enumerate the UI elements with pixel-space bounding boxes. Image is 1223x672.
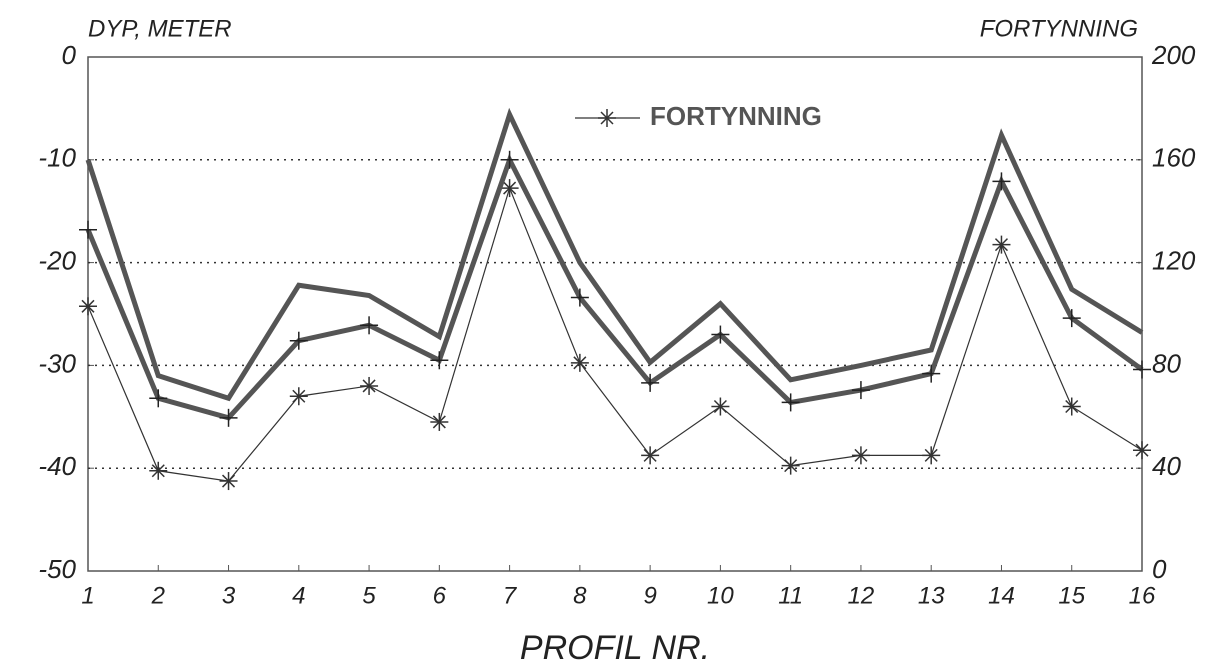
asterisk-marker bbox=[289, 387, 308, 406]
x-tick-label: 10 bbox=[707, 582, 734, 609]
y2-tick-label: 0 bbox=[1152, 554, 1167, 584]
y-tick-label: -10 bbox=[38, 143, 76, 173]
asterisk-marker bbox=[149, 461, 168, 480]
series-line bbox=[85, 153, 1144, 421]
x-tick-label: 12 bbox=[848, 582, 875, 609]
marker-stroke bbox=[784, 459, 798, 473]
asterisk-marker bbox=[79, 297, 97, 316]
plus-marker bbox=[219, 408, 238, 427]
marker-stroke bbox=[503, 181, 517, 195]
x-tick-label: 8 bbox=[573, 582, 587, 609]
marker-stroke bbox=[81, 299, 95, 313]
plus-marker bbox=[922, 364, 941, 383]
marker-stroke bbox=[994, 238, 1008, 252]
marker-stroke bbox=[600, 111, 614, 125]
x-tick-label: 2 bbox=[151, 582, 165, 609]
plus-marker bbox=[430, 351, 449, 370]
asterisk-marker bbox=[992, 235, 1011, 254]
plus-marker bbox=[79, 220, 97, 239]
y2-tick-label: 80 bbox=[1152, 348, 1181, 378]
series-line bbox=[87, 186, 1143, 482]
x-tick-label: 7 bbox=[503, 582, 518, 609]
marker-stroke bbox=[1135, 443, 1149, 457]
marker-stroke bbox=[432, 415, 446, 429]
plus-marker bbox=[781, 393, 800, 412]
y2-tick-label: 120 bbox=[1152, 245, 1196, 275]
asterisk-marker bbox=[430, 412, 449, 431]
y-tick-label: -20 bbox=[38, 245, 76, 275]
y-tick-label: -40 bbox=[38, 451, 76, 481]
legend-label: FORTYNNING bbox=[650, 101, 822, 131]
x-tick-label: 5 bbox=[362, 582, 376, 609]
plus-marker bbox=[1133, 360, 1151, 379]
x-tick-label: 11 bbox=[778, 582, 803, 609]
asterisk-marker bbox=[1062, 397, 1081, 416]
marker-stroke bbox=[151, 464, 165, 478]
x-axis-label: PROFIL NR. bbox=[520, 629, 710, 667]
asterisk-marker bbox=[1133, 441, 1151, 460]
asterisk-marker bbox=[641, 446, 660, 465]
plus-marker bbox=[992, 172, 1011, 191]
asterisk-marker bbox=[851, 446, 870, 465]
x-tick-label: 14 bbox=[988, 582, 1015, 609]
series-line bbox=[85, 107, 1144, 402]
asterisk-marker bbox=[570, 353, 589, 372]
plus-marker bbox=[711, 325, 730, 344]
x-tick-label: 9 bbox=[643, 582, 656, 609]
y-tick-label: -30 bbox=[38, 348, 76, 378]
y2-tick-label: 40 bbox=[1152, 451, 1181, 481]
plus-marker bbox=[570, 288, 589, 307]
asterisk-marker bbox=[219, 472, 238, 491]
marker-stroke bbox=[643, 448, 657, 462]
marker-stroke bbox=[222, 474, 236, 488]
plus-marker bbox=[360, 316, 379, 335]
y-tick-label: 0 bbox=[62, 40, 77, 70]
plus-marker bbox=[149, 389, 168, 408]
plus-marker bbox=[500, 150, 519, 169]
x-tick-label: 3 bbox=[222, 582, 236, 609]
y2-tick-label: 200 bbox=[1151, 40, 1196, 70]
marker-stroke bbox=[854, 448, 868, 462]
y-tick-label: -50 bbox=[38, 554, 76, 584]
marker-stroke bbox=[573, 356, 587, 370]
asterisk-marker bbox=[711, 397, 730, 416]
x-tick-label: 4 bbox=[292, 582, 305, 609]
x-tick-label: 15 bbox=[1058, 582, 1085, 609]
asterisk-marker bbox=[922, 446, 941, 465]
asterisk-marker bbox=[360, 376, 379, 395]
marker-stroke bbox=[924, 448, 938, 462]
asterisk-marker bbox=[781, 456, 800, 475]
x-tick-label: 1 bbox=[81, 582, 94, 609]
marker-stroke bbox=[713, 399, 727, 414]
plus-marker bbox=[641, 373, 660, 392]
plus-marker bbox=[1062, 309, 1081, 328]
y2-axis-label: FORTYNNING bbox=[980, 15, 1138, 42]
marker-stroke bbox=[362, 379, 376, 393]
x-tick-label: 16 bbox=[1129, 582, 1156, 609]
x-tick-label: 13 bbox=[918, 582, 945, 609]
plus-marker bbox=[851, 381, 870, 400]
marker-stroke bbox=[292, 389, 306, 403]
asterisk-marker bbox=[500, 179, 519, 198]
asterisk-marker bbox=[598, 109, 616, 127]
marker-stroke bbox=[1065, 399, 1079, 414]
y-axis-label: DYP, METER bbox=[88, 15, 232, 42]
x-tick-label: 6 bbox=[433, 582, 447, 609]
y2-tick-label: 160 bbox=[1152, 143, 1196, 173]
plus-marker bbox=[289, 331, 308, 350]
